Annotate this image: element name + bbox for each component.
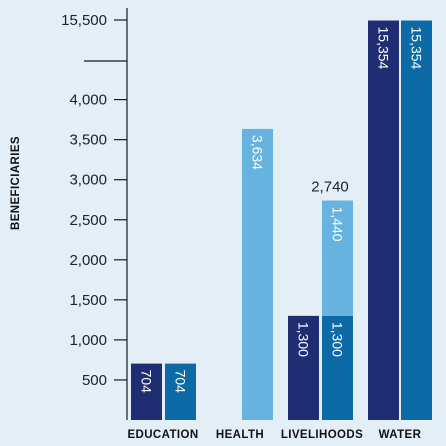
bar-label: 15,354 [376,27,392,70]
bar [401,20,432,421]
y-tick-label: 1,500 [69,292,107,309]
bar-label: 1,300 [296,322,312,357]
bar [242,128,273,420]
bar [288,315,319,420]
bar-label: 1,300 [330,322,346,357]
x-category-label: WATER [379,429,422,441]
y-tick-label: 1,000 [69,332,107,349]
bar-label: 704 [173,370,189,394]
y-tick-label: 3,000 [69,172,107,189]
y-tick-label: 4,000 [69,92,107,109]
y-axis-title: BENEFICIARIES [10,136,22,230]
x-category-label: EDUCATION [127,429,198,441]
y-tick-label: 2,000 [69,252,107,269]
y-tick-label: 15,500 [61,12,107,29]
bar [131,363,162,420]
x-category-label: LIVELIHOODS [281,429,363,441]
bar-label: 1,440 [330,207,346,242]
y-tick-label: 500 [82,372,107,389]
y-tick-label: 3,500 [69,132,107,149]
bar [165,363,196,420]
bar-label: 704 [139,370,155,394]
bar [368,20,399,421]
x-category-label: HEALTH [216,429,264,441]
stack-total-label: 2,740 [311,179,349,196]
bar-label: 15,354 [409,27,425,70]
bar-label: 3,634 [250,135,266,170]
y-tick-label: 2,500 [69,212,107,229]
bar-stacked-segment [322,200,353,316]
bar [322,315,353,420]
